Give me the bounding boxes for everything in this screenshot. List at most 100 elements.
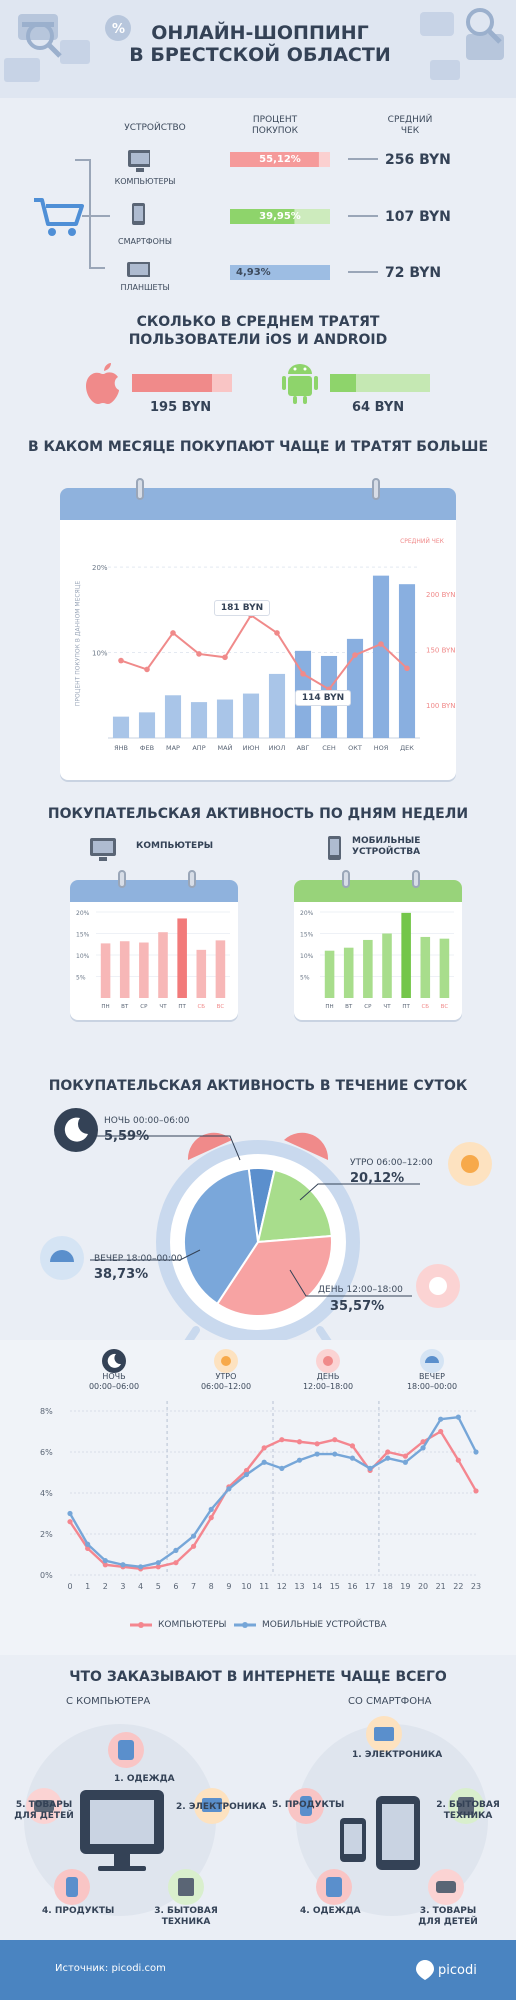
monthly-ytick-1: 20% — [92, 564, 108, 572]
monthly-point-0 — [118, 657, 124, 664]
device-bar-0 — [230, 152, 319, 167]
hourly-ytick-0: 0% — [40, 1571, 53, 1580]
morning-period-icon — [214, 1349, 238, 1373]
day-label: ДЕНЬ 12:00–18:00 — [318, 1285, 403, 1295]
os-title: СКОЛЬКО В СРЕДНЕМ ТРАТЯТ ПОЛЬЗОВАТЕЛИ iO… — [0, 313, 516, 349]
period-evening-time: 18:00–00:00 — [406, 1382, 458, 1391]
wd-comp-xtick-1: ВТ — [121, 1004, 129, 1010]
hourly-point-1-11 — [261, 1459, 267, 1465]
device-bar-1 — [230, 209, 295, 224]
wd-mob-xtick-1: ВТ — [345, 1004, 353, 1010]
cart-icon — [34, 198, 84, 236]
period-day-time: 12:00–18:00 — [302, 1382, 354, 1391]
ios-bar-fill — [132, 374, 212, 392]
phone-item-4: 4. ОДЕЖДА — [300, 1906, 361, 1916]
title-line-1: ОНЛАЙН-ШОППИНГ — [151, 22, 369, 44]
hourly-xtick-22: 22 — [453, 1582, 463, 1591]
wd-mob-xtick-3: ЧТ — [383, 1004, 391, 1010]
wd-mob-bar-5 — [420, 936, 431, 998]
calendar-ring-right — [372, 478, 380, 500]
device-label-phones: СМАРТФОНЫ — [118, 237, 172, 246]
wd-mob-xtick-2: СР — [364, 1004, 372, 1010]
wd-mob-xtick-6: ВС — [441, 1004, 449, 1010]
hourly-point-1-7 — [190, 1533, 197, 1539]
hourly-panel — [0, 1340, 516, 1655]
android-value: 64 BYN — [352, 400, 405, 415]
period-morning-time: 06:00–12:00 — [200, 1382, 252, 1391]
legend-computers: КОМПЬЮТЕРЫ — [158, 1620, 227, 1630]
hourly-xtick-21: 21 — [436, 1582, 446, 1591]
period-evening-name: ВЕЧЕР — [419, 1372, 445, 1381]
hourly-xtick-7: 7 — [191, 1582, 196, 1591]
hourly-ytick-3: 6% — [40, 1448, 53, 1457]
hourly-xtick-12: 12 — [277, 1582, 287, 1591]
wd-comp-xtick-4: ПТ — [178, 1004, 186, 1010]
computer-head: С КОМПЬЮТЕРА — [66, 1696, 151, 1707]
comp-item-2: 2. ЭЛЕКТРОНИКА — [176, 1802, 267, 1812]
monitor-icon — [80, 1790, 164, 1871]
hourly-xtick-19: 19 — [400, 1582, 410, 1591]
mobile-label-line-2: УСТРОЙСТВА — [352, 847, 421, 857]
monthly-bar-6 — [268, 673, 286, 738]
hourly-point-0-0 — [67, 1519, 73, 1525]
hourly-xtick-4: 4 — [138, 1582, 143, 1591]
phone-item-5: 5. ПРОДУКТЫ — [272, 1800, 345, 1810]
monthly-point-2 — [170, 630, 176, 636]
ring-m2 — [412, 870, 420, 888]
hourly-point-0-5 — [155, 1564, 161, 1570]
title-line-2: В БРЕСТСКОЙ ОБЛАСТИ — [129, 44, 391, 66]
hourly-xtick-11: 11 — [259, 1582, 269, 1591]
os-graphics — [86, 363, 430, 404]
os-title-line-2: ПОЛЬЗОВАТЕЛИ iOS И ANDROID — [128, 332, 388, 348]
appliances-icon — [168, 1869, 204, 1905]
hourly-point-1-14 — [314, 1451, 320, 1457]
hourly-point-1-22 — [455, 1414, 461, 1420]
hourly-point-1-1 — [85, 1541, 91, 1547]
calendar-ring-left — [136, 478, 144, 500]
hourly-xtick-0: 0 — [67, 1582, 72, 1591]
phone-groceries-icon — [288, 1788, 324, 1824]
day-period-icon — [316, 1349, 340, 1373]
monthly-xtick-0: ЯНВ — [114, 744, 128, 752]
picodi-logo-icon — [416, 1960, 434, 1980]
period-night: НОЧЬ 00:00–06:00 — [74, 1372, 154, 1392]
wd-mob-ytick-3: 20% — [300, 910, 314, 917]
hourly-point-1-20 — [420, 1445, 426, 1451]
ring-c2 — [188, 870, 196, 888]
day-value: 35,57% — [330, 1299, 385, 1314]
hourly-ytick-1: 2% — [40, 1530, 53, 1539]
monthly-chart: 10% 20% ЯНВ ФЕВ МАР АПР МАЙ ИЮН ИЮЛ АВГ СЕН ОКТ НОЯ Д… — [92, 564, 456, 752]
day-sun-icon — [416, 1264, 460, 1308]
wd-comp-ytick-1: 10% — [76, 953, 90, 960]
hourly-xtick-17: 17 — [365, 1582, 375, 1591]
monthly-point-4 — [222, 654, 228, 661]
page-title: ОНЛАЙН-ШОППИНГ В БРЕСТСКОЙ ОБЛАСТИ — [110, 22, 410, 66]
phone-item-2: 2. БЫТОВАЯ ТЕХНИКА — [436, 1800, 500, 1821]
monthly-xtick-6: ИЮЛ — [269, 744, 286, 752]
hourly-point-0-11 — [261, 1445, 267, 1451]
wd-comp-bar-5 — [196, 949, 207, 998]
mobile-label-line-1: МОБИЛЬНЫЕ — [352, 836, 421, 846]
hourly-point-1-12 — [279, 1465, 285, 1471]
hourly-point-0-13 — [296, 1439, 303, 1445]
period-day-name: ДЕНЬ — [316, 1372, 340, 1381]
check-phones: 107 BYN — [385, 209, 451, 225]
monthly-ytick-0: 10% — [92, 650, 108, 658]
hourly-point-0-22 — [455, 1457, 461, 1463]
monthly-xtick-9: ОКТ — [348, 744, 362, 752]
hourly-line-0 — [68, 1430, 478, 1571]
monthly-point-3 — [196, 651, 202, 657]
monthly-bar-4 — [216, 699, 234, 738]
comp-item-3: 3. БЫТОВАЯ ТЕХНИКА — [154, 1906, 218, 1927]
wd-comp-bar-2 — [139, 942, 149, 998]
wd-comp-bar-6 — [215, 940, 226, 998]
hourly-point-1-19 — [402, 1459, 408, 1465]
hourly-point-1-16 — [349, 1455, 356, 1461]
weekday-mobile-chart: 5% 10% 15% 20% ПН ВТ СР ЧТ ПТ СБ ВС — [300, 910, 454, 1010]
evening-label: ВЕЧЕР 18:00–00:00 — [94, 1254, 183, 1264]
hourly-point-1-6 — [173, 1547, 179, 1553]
wd-mob-bar-0 — [324, 950, 335, 998]
check-tablets: 72 BYN — [385, 265, 442, 281]
svg-text:%: % — [112, 22, 125, 37]
groceries-icon — [54, 1869, 90, 1905]
